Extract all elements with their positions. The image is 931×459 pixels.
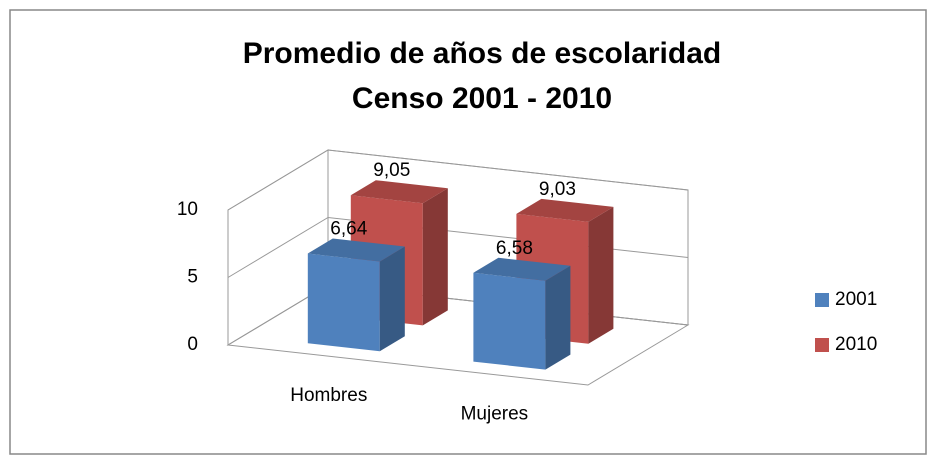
bar-side [588,206,614,344]
legend-label: 2001 [835,289,877,310]
x-tick-label: Mujeres [461,404,529,425]
bar-top [516,198,614,222]
value-label: 9,03 [539,179,576,200]
bar [473,257,571,370]
value-label: 6,64 [330,219,367,240]
bar-side [545,265,571,370]
bar-front [473,272,546,370]
bar-top [473,257,571,281]
y-tick-label: 0 [187,334,198,355]
y-tick-label: 5 [187,267,198,288]
bar-side [422,188,448,326]
chart-subtitle: Censo 2001 - 2010 [352,82,612,115]
chart-border [9,9,927,455]
legend-label: 2010 [835,334,877,355]
chart-title: Promedio de años de escolaridad [243,37,721,70]
y-tick-label: 10 [177,199,198,220]
x-tick-label: Hombres [290,385,367,406]
bar-front [307,253,380,352]
grid-line [227,149,689,211]
legend-swatch [815,338,829,352]
bar-top [350,180,448,204]
value-label: 6,58 [496,238,533,259]
bar [307,238,405,352]
legend-swatch [815,293,829,307]
value-label: 9,05 [373,160,410,181]
bar-side [379,246,405,352]
bar-top [307,238,405,262]
